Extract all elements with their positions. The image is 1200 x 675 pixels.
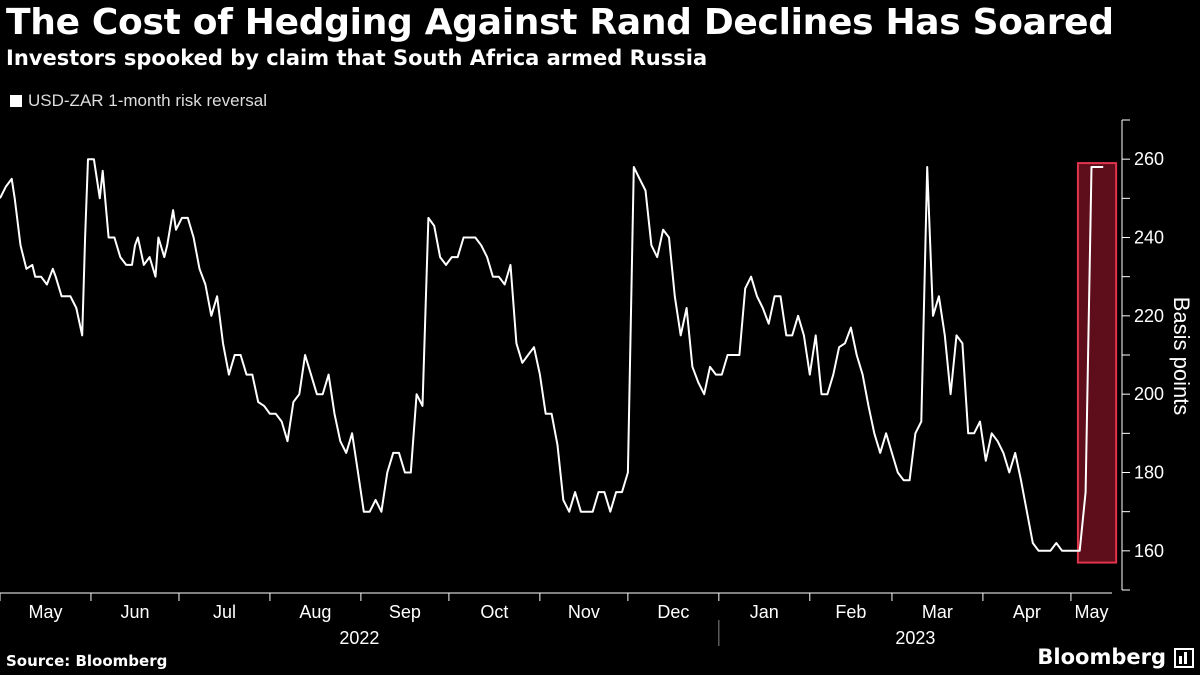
x-year-label: 2022 bbox=[339, 628, 379, 648]
x-tick-label: Sep bbox=[389, 602, 421, 622]
y-tick-label: 260 bbox=[1134, 149, 1164, 169]
y-axis-label: Basis points bbox=[1169, 297, 1194, 416]
x-tick-label: Oct bbox=[480, 602, 508, 622]
x-tick-label: Jun bbox=[120, 602, 149, 622]
y-tick-label: 180 bbox=[1134, 463, 1164, 483]
x-year-label: 2023 bbox=[895, 628, 935, 648]
x-tick-label: Nov bbox=[568, 602, 600, 622]
x-tick-label: Mar bbox=[922, 602, 953, 622]
x-tick-label: Apr bbox=[1013, 602, 1041, 622]
source-note: Source: Bloomberg bbox=[6, 652, 168, 670]
x-tick-label: Jul bbox=[213, 602, 236, 622]
y-tick-label: 220 bbox=[1134, 306, 1164, 326]
x-tick-label: Feb bbox=[835, 602, 866, 622]
y-tick-label: 240 bbox=[1134, 228, 1164, 248]
y-tick-label: 160 bbox=[1134, 541, 1164, 561]
x-axis: May Jun Jul Aug Sep Oct Nov Dec Jan Feb Mar Apr May 2… bbox=[0, 592, 1112, 648]
legend-swatch bbox=[10, 95, 22, 107]
series-line-group bbox=[0, 158, 1104, 552]
chart-subtitle: Investors spooked by claim that South Af… bbox=[6, 46, 708, 70]
bloomberg-chart-icon bbox=[1174, 648, 1194, 668]
x-tick-label: Dec bbox=[657, 602, 689, 622]
y-tick-label: 200 bbox=[1134, 384, 1164, 404]
legend: USD-ZAR 1-month risk reversal bbox=[10, 91, 267, 111]
x-tick-label: May bbox=[28, 602, 62, 622]
x-tick-label: Jan bbox=[750, 602, 779, 622]
brand-logo: Bloomberg bbox=[1037, 645, 1166, 669]
y-axis: 160 180 200 220 240 260 bbox=[1121, 119, 1164, 591]
series-line bbox=[0, 158, 1104, 552]
x-tick-label: May bbox=[1074, 602, 1108, 622]
legend-label: USD-ZAR 1-month risk reversal bbox=[28, 91, 267, 110]
chart-title: The Cost of Hedging Against Rand Decline… bbox=[6, 2, 1114, 43]
x-tick-label: Aug bbox=[299, 602, 331, 622]
